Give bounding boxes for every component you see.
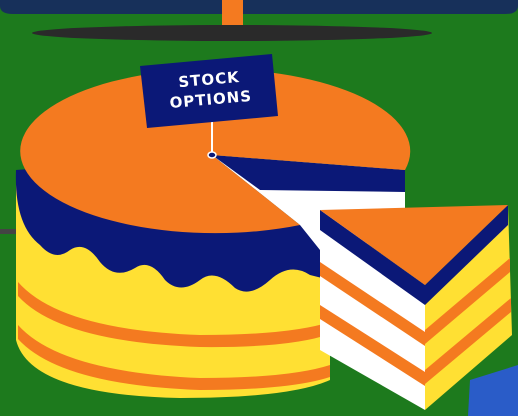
slice-icing [320,205,508,305]
blue-shape [468,365,518,416]
cut-layer [212,155,405,192]
slice-stripe [320,262,425,346]
slice-stripe [425,258,510,344]
flag-line: STOCK [178,68,241,91]
slice-stripe [425,298,511,384]
cake-stripe [18,325,330,390]
shadow [32,25,432,41]
top-shelf [0,0,518,14]
pole-base [207,151,217,159]
stand [222,0,243,32]
slice-top [320,205,508,285]
slice-stripe [320,305,425,386]
flag [140,54,278,128]
cake-top [20,69,411,234]
cake-stripe [18,282,330,348]
